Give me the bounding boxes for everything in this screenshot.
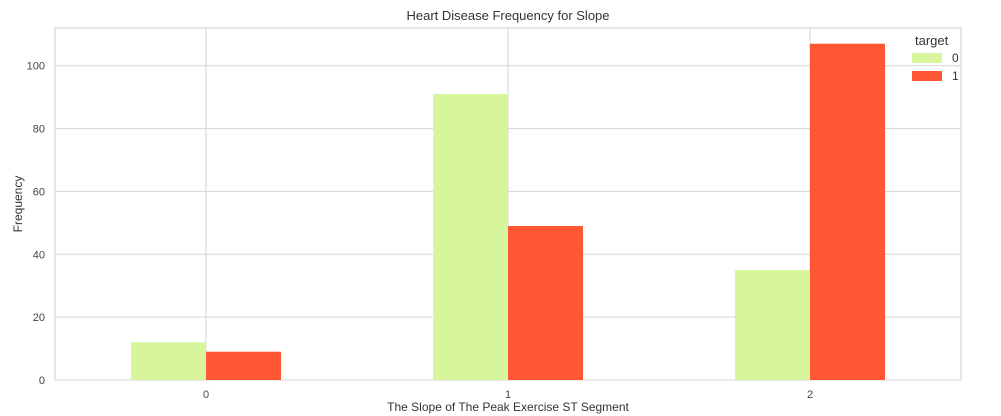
bar-target-1-slope-2: [810, 43, 885, 380]
y-tick-label: 20: [33, 312, 45, 324]
y-tick-label: 0: [39, 375, 45, 387]
legend-label-target-0: 0: [952, 51, 959, 65]
y-tick-labels: 0 20 40 60 80 100: [27, 61, 45, 387]
x-tick-label: 1: [505, 389, 511, 401]
x-tick-labels: 0 1 2: [203, 389, 813, 401]
legend-swatch-target-0: [912, 53, 942, 63]
bar-target-0-slope-0: [131, 342, 206, 380]
legend-label-target-1: 1: [952, 69, 959, 83]
y-tick-label: 100: [27, 61, 45, 73]
x-tick-label: 0: [203, 389, 209, 401]
y-tick-label: 80: [33, 124, 45, 136]
x-tick-label: 2: [807, 389, 813, 401]
y-axis-label: Frequency: [11, 176, 25, 233]
y-tick-label: 40: [33, 249, 45, 261]
bar-target-0-slope-1: [433, 94, 508, 380]
legend-title: target: [915, 33, 949, 48]
legend-swatch-target-1: [912, 71, 942, 81]
chart-title: Heart Disease Frequency for Slope: [406, 8, 609, 23]
y-tick-label: 60: [33, 186, 45, 198]
bar-target-1-slope-0: [206, 351, 281, 380]
legend: target 0 1: [912, 33, 959, 83]
x-axis-label: The Slope of The Peak Exercise ST Segmen…: [387, 400, 629, 414]
bar-target-0-slope-2: [735, 270, 810, 380]
bar-target-1-slope-1: [508, 226, 583, 380]
bars-group: [131, 43, 885, 380]
